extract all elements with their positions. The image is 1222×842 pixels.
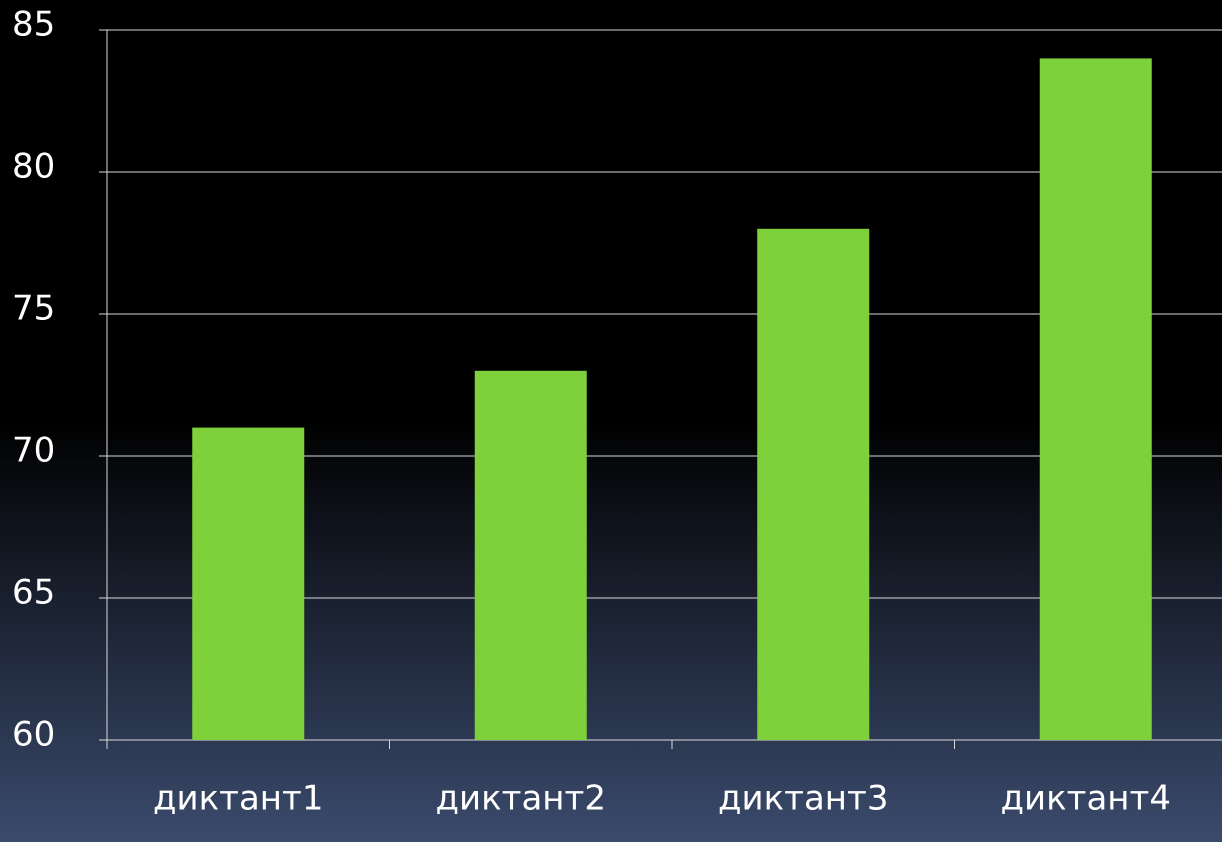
- x-tick-label: диктант1: [153, 779, 323, 819]
- y-tick-label: 60: [12, 715, 55, 755]
- bar: [192, 427, 305, 740]
- x-tick-label: диктант3: [718, 779, 888, 819]
- y-tick-label: 80: [12, 147, 55, 187]
- x-tick-label: диктант4: [1001, 779, 1171, 819]
- bar: [474, 370, 587, 740]
- bar: [757, 228, 870, 741]
- y-tick-label: 75: [12, 289, 55, 329]
- x-tick-label: диктант2: [436, 779, 606, 819]
- bar: [1039, 58, 1152, 740]
- y-tick-label: 85: [12, 5, 55, 45]
- y-tick-label: 65: [12, 573, 55, 613]
- y-tick-label: 70: [12, 431, 55, 471]
